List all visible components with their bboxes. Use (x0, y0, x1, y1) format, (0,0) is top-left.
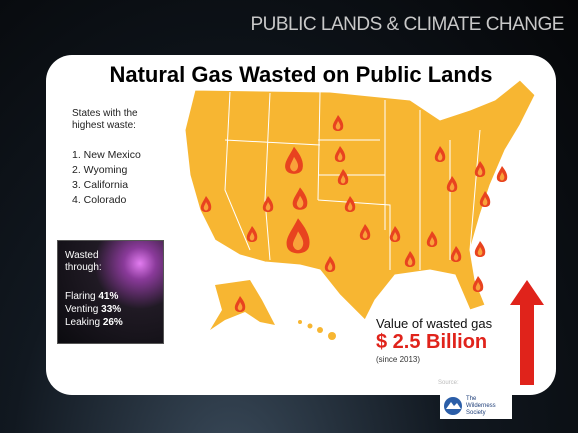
header: PUBLIC LANDS & CLIMATE CHANGE (250, 14, 564, 35)
source-org: The Wilderness Society (466, 395, 496, 416)
wasted-value: 41% (98, 291, 119, 302)
wasted-value: 33% (101, 304, 122, 315)
value-label: Value of wasted gas (376, 316, 493, 331)
wasted-label: Flaring (65, 291, 96, 302)
states-heading: States with the highest waste: (72, 108, 138, 131)
state-item: 2. Wyoming (72, 164, 128, 176)
wasted-label: Venting (65, 304, 99, 315)
wasted-box (57, 240, 164, 344)
state-lines (224, 91, 481, 270)
source-logo: The Wilderness Society (440, 393, 512, 419)
wasted-label: Leaking (65, 317, 101, 328)
us-map (184, 79, 536, 321)
wasted-item: Venting 33% (65, 303, 123, 316)
wasted-value: 26% (102, 317, 123, 328)
state-item: 4. Colorado (72, 194, 127, 206)
logo-icon (444, 397, 462, 415)
title: Natural Gas Wasted on Public Lands (109, 62, 493, 87)
state-item: 1. New Mexico (72, 149, 141, 161)
wasted-item: Leaking 26% (65, 316, 123, 329)
states-list: 1. New Mexico 2. Wyoming 3. California 4. C… (72, 148, 141, 208)
wasted-list: Flaring 41% Venting 33% Leaking 26% (65, 290, 123, 329)
value-amount: $ 2.5 Billion (376, 331, 488, 353)
hawaii (298, 320, 336, 340)
wasted-item: Flaring 41% (65, 290, 123, 303)
state-item: 3. California (72, 179, 129, 191)
value-note: (since 2013) (376, 355, 421, 364)
wasted-heading: Wasted through: (65, 250, 102, 273)
red-arrow (510, 280, 544, 385)
source-label: Source: (438, 380, 459, 386)
